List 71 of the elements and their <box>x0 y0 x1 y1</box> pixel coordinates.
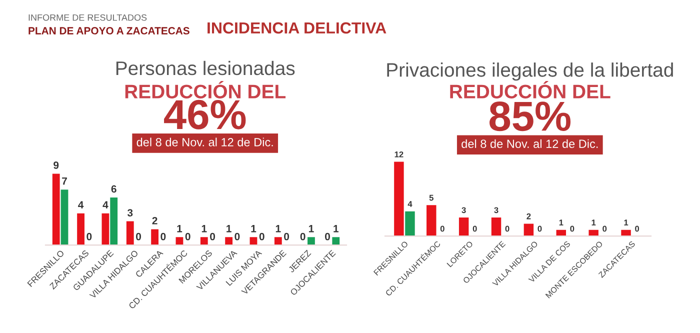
data-label: 1 <box>592 220 596 226</box>
data-label: 1 <box>308 225 314 232</box>
data-label: 6 <box>111 185 116 193</box>
data-label: 4 <box>102 201 108 208</box>
text: INFORME DE RESULTADOS <box>28 14 147 21</box>
bar <box>151 229 158 246</box>
bar <box>60 190 68 246</box>
data-label: 0 <box>210 232 215 240</box>
text: PLAN DE APOYO A ZACATECAS <box>28 27 190 34</box>
data-label: 4 <box>408 201 412 207</box>
data-label: 1 <box>177 225 182 232</box>
data-label: 3 <box>127 209 133 216</box>
data-label: 0 <box>538 226 542 232</box>
data-label: 1 <box>559 220 564 226</box>
data-label: 0 <box>300 232 306 240</box>
data-label: 1 <box>251 225 256 232</box>
bar <box>110 198 118 246</box>
data-label: 0 <box>635 226 640 232</box>
data-label: 4 <box>78 201 84 208</box>
data-label: 0 <box>86 232 92 240</box>
bar <box>491 218 502 236</box>
data-label: 3 <box>494 207 498 214</box>
bar <box>524 224 534 236</box>
bar <box>274 237 282 246</box>
data-label: 5 <box>429 194 434 201</box>
data-label: 1 <box>624 220 628 226</box>
text: del 8 de Nov. al 12 de Dic. <box>136 138 273 146</box>
bar <box>102 213 110 246</box>
data-label: 1 <box>276 225 281 232</box>
data-label: 1 <box>334 225 338 232</box>
bar <box>77 213 84 246</box>
data-label: 0 <box>602 226 607 232</box>
bar <box>588 230 598 236</box>
data-label: 0 <box>570 226 574 232</box>
text: 85% <box>490 102 570 132</box>
bar <box>126 221 134 246</box>
chart-title: Privaciones ilegales de la libertad <box>387 62 673 81</box>
data-label: 0 <box>234 232 240 240</box>
data-label: 1 <box>202 225 207 232</box>
data-label: 0 <box>284 232 290 240</box>
bar <box>308 237 315 246</box>
data-label: 1 <box>226 225 232 232</box>
text: del 8 de Nov. al 12 de Dic. <box>462 139 598 148</box>
data-label: 0 <box>259 232 264 240</box>
bar <box>394 162 404 236</box>
bar <box>332 237 340 246</box>
bar <box>458 218 469 236</box>
data-label: 9 <box>54 162 59 169</box>
text: INCIDENCIA DELICTIVA <box>208 22 386 34</box>
bar <box>621 230 631 236</box>
bar <box>426 205 436 236</box>
chart-subtitle: REDUCCIÓN DEL <box>125 81 286 98</box>
bar <box>52 174 60 246</box>
data-label: 7 <box>62 177 67 185</box>
data-label: 0 <box>440 226 444 232</box>
data-label: 0 <box>185 232 190 240</box>
data-label: 0 <box>472 226 477 232</box>
data-label: 0 <box>136 232 141 240</box>
bar <box>405 211 415 236</box>
data-label: 12 <box>394 151 404 158</box>
text: 46% <box>164 100 246 130</box>
data-label: 0 <box>160 232 166 240</box>
data-label: 2 <box>526 213 531 220</box>
chart-subtitle: REDUCCIÓN DEL <box>450 81 610 98</box>
data-label: 3 <box>462 207 466 214</box>
data-label: 0 <box>325 232 330 240</box>
chart-title: Personas lesionadas <box>116 60 295 76</box>
bar <box>200 237 208 246</box>
bar <box>225 237 233 246</box>
data-label: 2 <box>152 217 158 224</box>
data-label: 0 <box>505 226 510 232</box>
